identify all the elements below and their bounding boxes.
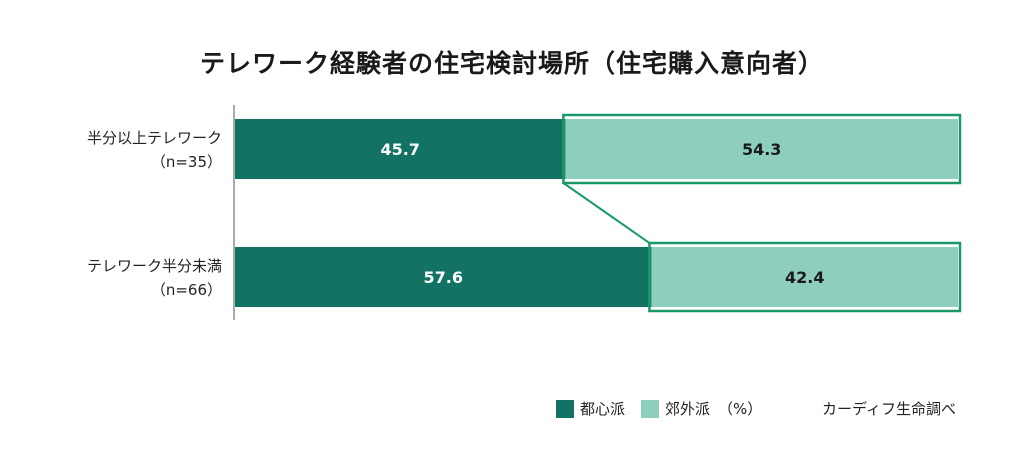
legend-label-urban: 都心派 [580, 400, 626, 418]
bar-suburban-2 [651, 247, 958, 307]
category-sublabel-1: （n=35） [151, 153, 222, 171]
legend-label-suburban: 郊外派 [665, 400, 711, 418]
category-label-2: テレワーク半分未満 [87, 257, 222, 275]
bar-urban-1 [235, 119, 566, 179]
category-sublabel-2: （n=66） [151, 281, 222, 299]
legend-item-suburban: 郊外派 （%） [641, 398, 762, 419]
source-note: カーディフ生命調べ [822, 400, 956, 418]
bar-suburban-1 [565, 119, 958, 179]
legend-swatch-suburban [641, 399, 660, 418]
data-label-urban-2: 57.6 [423, 268, 462, 287]
legend: 都心派 郊外派 （%） [556, 398, 778, 419]
connector-line [562, 182, 651, 244]
data-label-urban-1: 45.7 [380, 140, 419, 159]
bar-urban-2 [235, 247, 652, 307]
unit-label: （%） [718, 400, 763, 418]
legend-item-urban: 都心派 [556, 398, 625, 419]
data-label-suburban-1: 54.3 [742, 140, 781, 159]
highlight-box-1 [562, 113, 962, 185]
legend-swatch-urban [556, 399, 574, 418]
chart-title: テレワーク経験者の住宅検討場所（住宅購入意向者） [199, 49, 824, 78]
category-labels: 半分以上テレワーク （n=35） テレワーク半分未満 （n=66） [87, 129, 222, 299]
category-label-1: 半分以上テレワーク [87, 129, 222, 147]
data-label-suburban-2: 42.4 [785, 268, 824, 287]
highlight-box-2 [648, 241, 962, 313]
bars-layer: 45.7 54.3 57.6 42.4 [235, 113, 962, 313]
